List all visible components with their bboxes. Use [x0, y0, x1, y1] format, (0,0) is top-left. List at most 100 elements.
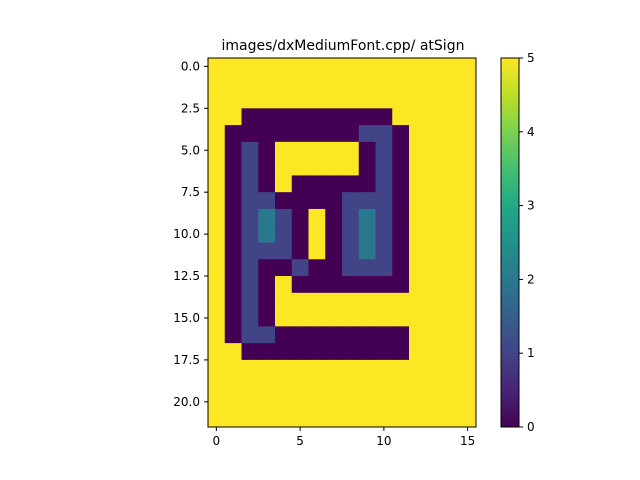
heatmap-cell — [208, 74, 226, 92]
heatmap-cell — [358, 74, 376, 92]
heatmap-cell — [275, 58, 293, 76]
heatmap-cell — [342, 359, 360, 378]
heatmap-cell — [392, 376, 410, 394]
heatmap-cell — [392, 309, 410, 327]
heatmap-cell — [459, 175, 477, 193]
heatmap-cell — [258, 393, 276, 411]
heatmap-cell — [425, 125, 443, 143]
x-axis: 0 5 10 15 — [213, 427, 475, 448]
heatmap-cell — [425, 208, 443, 227]
heatmap-cell — [291, 208, 309, 227]
heatmap-cell — [409, 326, 427, 344]
heatmap-cell — [241, 326, 259, 344]
heatmap-cell — [409, 359, 427, 378]
heatmap-cell — [258, 292, 276, 310]
heatmap-cell — [342, 58, 360, 76]
heatmap-cell — [291, 393, 309, 411]
heatmap-cell — [358, 242, 376, 260]
heatmap-cell — [258, 125, 276, 143]
heatmap-cell — [459, 91, 477, 109]
heatmap-cell — [208, 225, 226, 243]
colorbar-tick-label: 5 — [527, 51, 535, 65]
heatmap-cell — [409, 108, 427, 126]
heatmap-cell — [409, 225, 427, 243]
heatmap-cell — [358, 276, 376, 294]
heatmap-cell — [224, 276, 242, 294]
heatmap-cell — [241, 376, 259, 394]
heatmap-cell — [291, 242, 309, 260]
heatmap-cell — [224, 225, 242, 243]
heatmap-cell — [409, 175, 427, 193]
heatmap-cell — [275, 393, 293, 411]
heatmap-cell — [308, 108, 326, 126]
heatmap-cell — [358, 108, 376, 126]
heatmap-cell — [325, 343, 343, 361]
heatmap-cell — [342, 225, 360, 243]
heatmap-cell — [409, 309, 427, 327]
heatmap-cell — [208, 343, 226, 361]
heatmap-cell — [275, 343, 293, 361]
heatmap-cell — [375, 242, 393, 260]
heatmap-cell — [442, 292, 460, 310]
heatmap-cell — [275, 175, 293, 193]
heatmap-cell — [325, 141, 343, 160]
heatmap-cell — [459, 225, 477, 243]
heatmap-cell — [375, 276, 393, 294]
heatmap-cell — [375, 393, 393, 411]
heatmap-cell — [425, 91, 443, 109]
colorbar-tick-label: 2 — [527, 272, 535, 286]
heatmap-cell — [442, 326, 460, 344]
heatmap-cell — [459, 292, 477, 310]
heatmap-cell — [459, 376, 477, 394]
heatmap-cell — [459, 192, 477, 210]
x-tick-label: 15 — [460, 434, 475, 448]
heatmap-cell — [224, 326, 242, 344]
heatmap-cell — [241, 74, 259, 92]
heatmap-cell — [442, 58, 460, 76]
heatmap-cell — [308, 192, 326, 210]
heatmap-cell — [442, 192, 460, 210]
heatmap-cell — [325, 58, 343, 76]
y-tick-label: 17.5 — [173, 353, 200, 367]
heatmap-cell — [208, 242, 226, 260]
heatmap-cell — [342, 242, 360, 260]
heatmap-cell — [375, 309, 393, 327]
heatmap-cell — [224, 125, 242, 143]
heatmap-cell — [275, 192, 293, 210]
heatmap-cells — [208, 58, 477, 428]
heatmap-cell — [342, 259, 360, 277]
heatmap-cell — [258, 74, 276, 92]
heatmap-cell — [392, 158, 410, 176]
heatmap-cell — [258, 58, 276, 76]
heatmap-cell — [224, 343, 242, 361]
heatmap-cell — [224, 192, 242, 210]
heatmap-cell — [224, 242, 242, 260]
heatmap-cell — [224, 376, 242, 394]
heatmap-cell — [325, 292, 343, 310]
heatmap-cell — [224, 259, 242, 277]
heatmap-cell — [241, 192, 259, 210]
heatmap-cell — [392, 58, 410, 76]
heatmap-cell — [224, 91, 242, 109]
heatmap-cell — [308, 309, 326, 327]
heatmap-cell — [425, 410, 443, 428]
heatmap-cell — [459, 309, 477, 327]
heatmap-cell — [375, 259, 393, 277]
heatmap-cell — [459, 259, 477, 277]
heatmap-cell — [291, 343, 309, 361]
heatmap-cell — [275, 225, 293, 243]
heatmap-cell — [224, 175, 242, 193]
heatmap-cell — [258, 259, 276, 277]
heatmap-cell — [425, 192, 443, 210]
heatmap-cell — [392, 359, 410, 378]
heatmap-cell — [459, 158, 477, 176]
heatmap-cell — [275, 158, 293, 176]
heatmap-cell — [325, 276, 343, 294]
heatmap-cell — [409, 393, 427, 411]
heatmap-cell — [308, 225, 326, 243]
heatmap-cell — [459, 393, 477, 411]
heatmap-cell — [409, 242, 427, 260]
heatmap-cell — [275, 359, 293, 378]
heatmap-cell — [241, 309, 259, 327]
